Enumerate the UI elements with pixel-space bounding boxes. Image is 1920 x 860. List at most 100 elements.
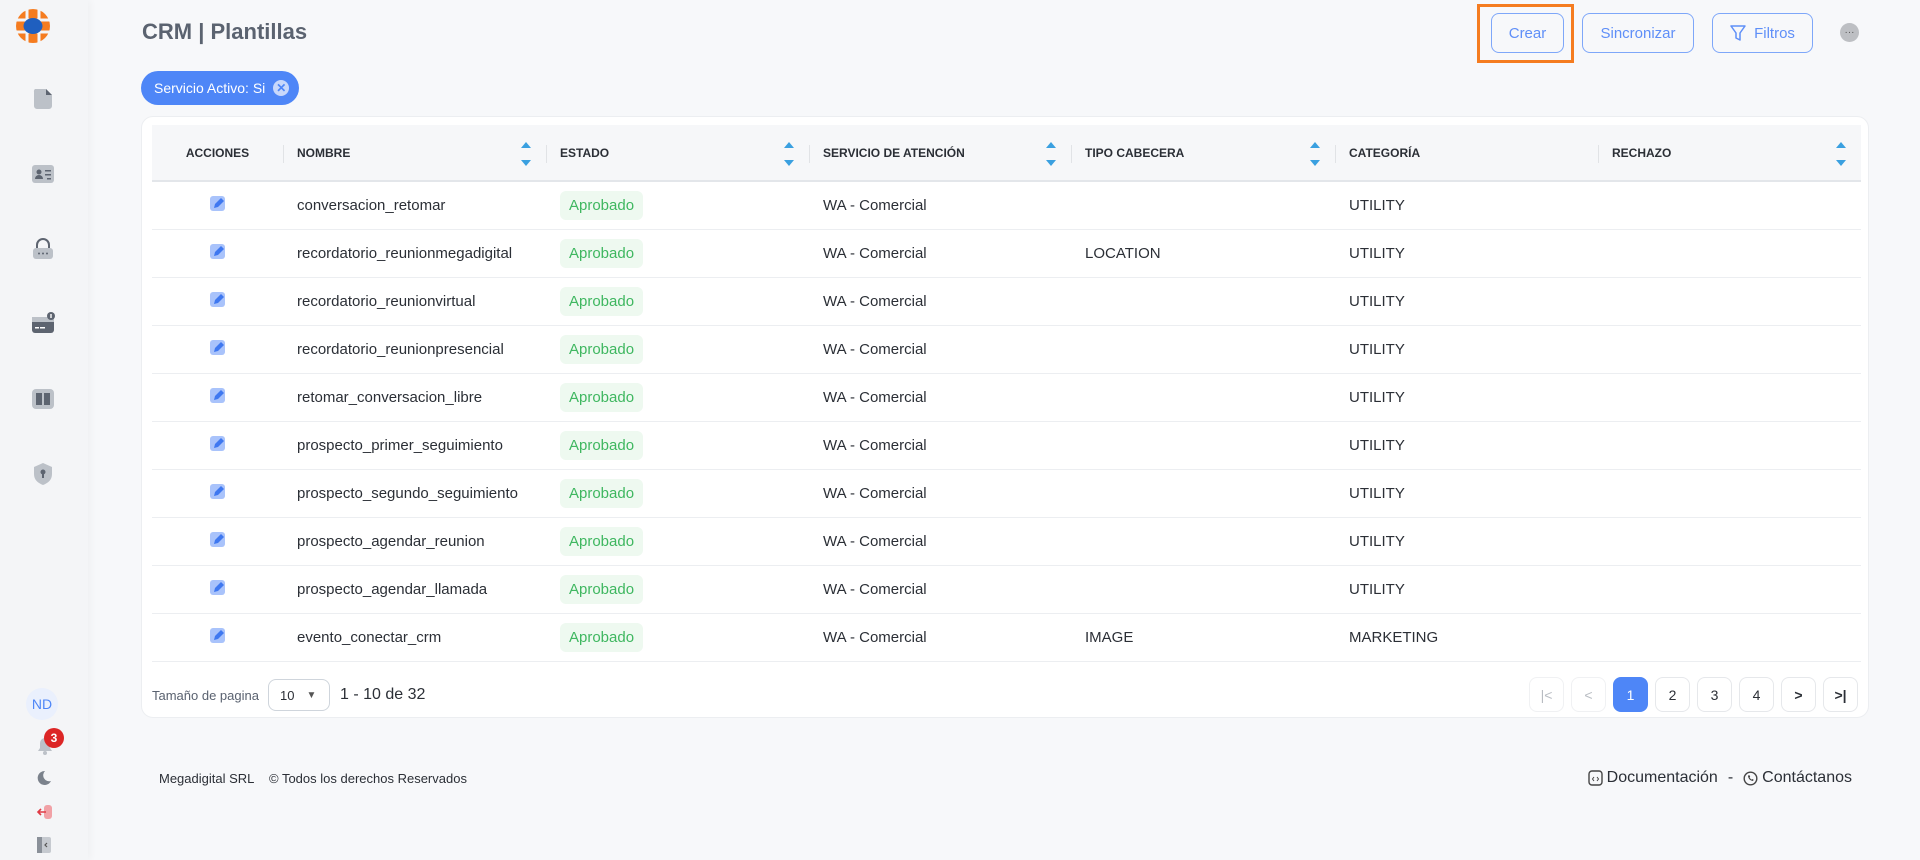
status-badge: Aprobado (560, 286, 644, 316)
prev-page-button[interactable]: < (1571, 677, 1606, 712)
column-header-label: ACCIONES (185, 145, 250, 160)
page-size-select[interactable]: 10 ▼ (267, 679, 330, 711)
table-row: prospecto_agendar_reunion Aprobado WA - … (152, 517, 1861, 566)
table-row: conversacion_retomar Aprobado WA - Comer… (152, 181, 1861, 230)
highlight-box (1477, 4, 1574, 63)
category-cell: UTILITY (1335, 469, 1598, 518)
moon-icon[interactable] (36, 770, 52, 786)
name-cell: prospecto_agendar_llamada (283, 565, 546, 614)
status-badge: Aprobado (560, 622, 644, 652)
credit-card-icon[interactable] (30, 311, 56, 337)
service-cell: WA - Comercial (809, 229, 1071, 278)
table-row: prospecto_agendar_llamada Aprobado WA - … (152, 565, 1861, 614)
category-cell: UTILITY (1335, 229, 1598, 278)
remove-filter-icon[interactable]: ✕ (273, 80, 290, 96)
table-row: recordatorio_reunionvirtual Aprobado WA … (152, 277, 1861, 326)
document-icon[interactable] (30, 86, 56, 112)
column-header[interactable]: TIPO CABECERA (1071, 125, 1335, 182)
status-cell: Aprobado (546, 613, 809, 662)
actions-cell (152, 277, 283, 326)
filters-button[interactable]: Filtros (1712, 13, 1813, 53)
edit-icon[interactable] (209, 578, 227, 596)
column-header[interactable]: SERVICIO DE ATENCIÓN (809, 125, 1071, 182)
edit-icon[interactable] (209, 386, 227, 404)
category-cell: UTILITY (1335, 277, 1598, 326)
notification-badge: 3 (44, 728, 64, 748)
documentation-link[interactable]: Documentación (1606, 769, 1718, 786)
edit-icon[interactable] (209, 338, 227, 356)
service-cell: WA - Comercial (809, 325, 1071, 374)
sort-icon[interactable] (1835, 141, 1847, 167)
edit-icon[interactable] (209, 194, 227, 212)
column-header[interactable]: CATEGORÍA (1335, 125, 1598, 182)
chevron-down-icon: ▼ (306, 689, 317, 701)
status-cell: Aprobado (546, 421, 809, 470)
table-row: retomar_conversacion_libre Aprobado WA -… (152, 373, 1861, 422)
service-cell: WA - Comercial (809, 277, 1071, 326)
sync-button[interactable]: Sincronizar (1582, 13, 1694, 53)
contact-card-icon[interactable] (30, 161, 56, 187)
footer-rights: © Todos los derechos Reservados (269, 771, 467, 786)
page-button[interactable]: 4 (1739, 677, 1774, 712)
status-cell: Aprobado (546, 373, 809, 422)
book-icon[interactable] (30, 386, 56, 412)
edit-icon[interactable] (209, 434, 227, 452)
last-page-button[interactable]: >| (1823, 677, 1858, 712)
header-type-cell (1071, 373, 1335, 422)
column-separator (1071, 145, 1072, 163)
footer-company: Megadigital SRL (159, 771, 255, 786)
page-button[interactable]: 3 (1697, 677, 1732, 712)
first-page-button[interactable]: |< (1529, 677, 1564, 712)
service-cell: WA - Comercial (809, 613, 1071, 662)
documentation-icon (1587, 770, 1603, 786)
create-button[interactable]: Crear (1491, 13, 1564, 53)
more-options-icon[interactable]: ··· (1840, 23, 1859, 42)
next-page-button[interactable]: > (1781, 677, 1816, 712)
status-cell: Aprobado (546, 565, 809, 614)
filters-label: Filtros (1754, 24, 1795, 42)
name-cell: recordatorio_reunionpresencial (283, 325, 546, 374)
sort-icon[interactable] (783, 141, 795, 167)
lock-icon[interactable] (30, 236, 56, 262)
edit-icon[interactable] (209, 626, 227, 644)
rejection-cell (1598, 421, 1861, 470)
whatsapp-icon (1743, 770, 1758, 786)
shield-icon[interactable] (30, 461, 56, 487)
column-separator (283, 145, 284, 163)
logout-icon[interactable] (36, 803, 54, 821)
service-cell: WA - Comercial (809, 421, 1071, 470)
column-header[interactable]: RECHAZO (1598, 125, 1861, 182)
page-button[interactable]: 1 (1613, 677, 1648, 712)
status-badge: Aprobado (560, 334, 644, 364)
column-header[interactable]: ESTADO (546, 125, 809, 182)
status-cell: Aprobado (546, 277, 809, 326)
actions-cell (152, 565, 283, 614)
service-cell: WA - Comercial (809, 373, 1071, 422)
name-cell: conversacion_retomar (283, 181, 546, 230)
rejection-cell (1598, 565, 1861, 614)
rejection-cell (1598, 469, 1861, 518)
column-header-label: ESTADO (560, 145, 610, 160)
sort-icon[interactable] (1309, 141, 1321, 167)
column-header[interactable]: NOMBRE (283, 125, 546, 182)
name-cell: recordatorio_reunionmegadigital (283, 229, 546, 278)
sort-icon[interactable] (520, 141, 532, 167)
filter-chip[interactable]: Servicio Activo: Si ✕ (141, 71, 300, 105)
edit-icon[interactable] (209, 482, 227, 500)
sort-icon[interactable] (1045, 141, 1057, 167)
category-cell: UTILITY (1335, 325, 1598, 374)
table-row: evento_conectar_crm Aprobado WA - Comerc… (152, 613, 1861, 662)
avatar[interactable]: ND (26, 688, 58, 720)
collapse-sidebar-icon[interactable] (36, 836, 52, 854)
contact-link[interactable]: Contáctanos (1762, 769, 1852, 786)
edit-icon[interactable] (209, 530, 227, 548)
category-cell: UTILITY (1335, 565, 1598, 614)
column-header-label: SERVICIO DE ATENCIÓN (823, 145, 965, 160)
page-button[interactable]: 2 (1655, 677, 1690, 712)
edit-icon[interactable] (209, 290, 227, 308)
logo[interactable] (15, 8, 51, 44)
edit-icon[interactable] (209, 242, 227, 260)
status-badge: Aprobado (560, 190, 644, 220)
column-separator (1335, 145, 1336, 163)
filter-chip-label: Servicio Activo: Si (154, 80, 266, 96)
